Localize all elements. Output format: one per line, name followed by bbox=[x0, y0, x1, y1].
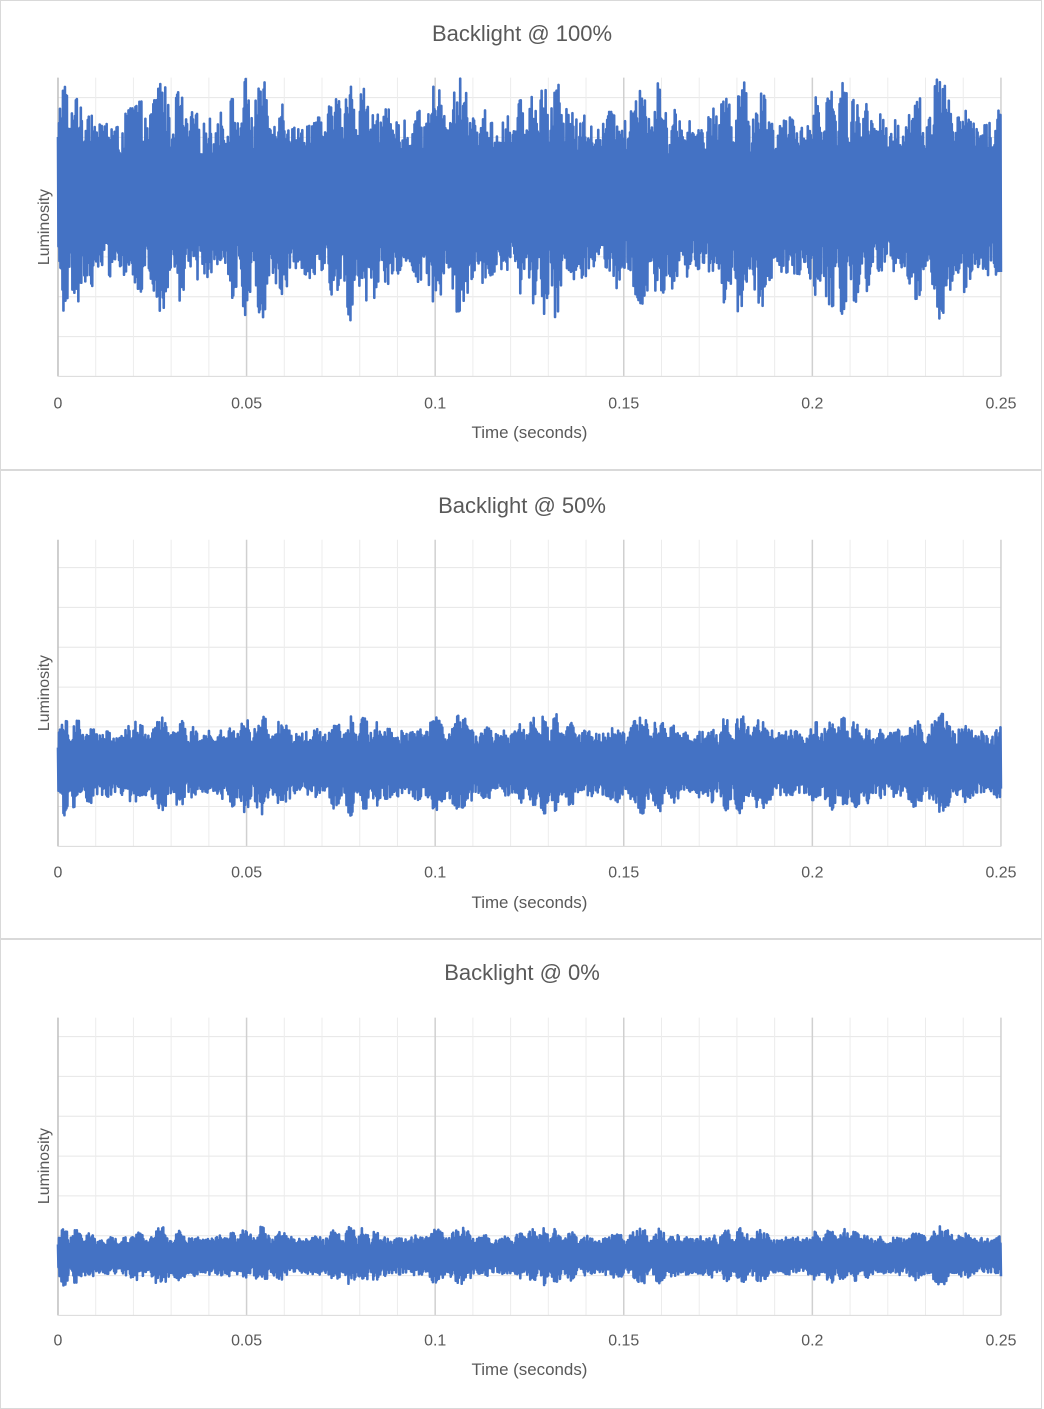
chart-title: Backlight @ 0% bbox=[444, 960, 600, 985]
x-tick-label: 0.1 bbox=[424, 864, 446, 881]
x-tick-label: 0.15 bbox=[608, 395, 639, 412]
x-tick-label: 0.25 bbox=[985, 395, 1016, 412]
x-tick-label: 0.15 bbox=[608, 864, 639, 881]
x-tick-label: 0 bbox=[54, 1332, 63, 1349]
chart-panel-backlight-50: 0 0.05 0.1 0.15 0.2 0.25 Time (seconds) Luminos… bbox=[0, 470, 1042, 939]
x-tick-label: 0.2 bbox=[801, 1332, 823, 1349]
series-core-band bbox=[57, 153, 1001, 242]
x-tick-label: 0.2 bbox=[801, 395, 823, 412]
y-axis-label: Luminosity bbox=[36, 655, 53, 731]
x-tick-label: 0.05 bbox=[231, 1332, 262, 1349]
chart-panel-backlight-0: 0 0.05 0.1 0.15 0.2 0.25 Time (seconds) Luminos… bbox=[0, 939, 1042, 1409]
x-tick-label: 0.1 bbox=[424, 1332, 446, 1349]
x-tick-label: 0.2 bbox=[801, 864, 823, 881]
chart-plot-backlight-0: 0 0.05 0.1 0.15 0.2 0.25 Time (seconds) Luminos… bbox=[36, 1017, 1017, 1379]
y-axis-label: Luminosity bbox=[36, 189, 53, 265]
x-tick-label: 0.25 bbox=[985, 864, 1016, 881]
chart-title: Backlight @ 100% bbox=[431, 21, 613, 46]
chart-plot-backlight-50: 0 0.05 0.1 0.15 0.2 0.25 Time (seconds) Luminos… bbox=[36, 539, 1017, 912]
x-axis-label: Time (seconds) bbox=[472, 893, 588, 912]
chart-plot-backlight-100: 0 0.05 0.1 0.15 0.2 0.25 Time (seconds) Luminos… bbox=[36, 77, 1017, 442]
chart-panel-backlight-100: 0 0.05 0.1 0.15 0.2 0.25 Time (seconds) Luminos… bbox=[0, 0, 1042, 470]
x-tick-label: 0.25 bbox=[985, 1332, 1016, 1349]
x-axis-label: Time (seconds) bbox=[472, 1360, 588, 1379]
y-axis-label: Luminosity bbox=[36, 1128, 53, 1204]
x-tick-label: 0.05 bbox=[231, 395, 262, 412]
x-tick-label: 0.15 bbox=[608, 1332, 639, 1349]
x-tick-label: 0 bbox=[54, 395, 63, 412]
x-tick-label: 0.1 bbox=[424, 395, 446, 412]
x-axis-label: Time (seconds) bbox=[472, 423, 588, 442]
x-tick-label: 0 bbox=[54, 864, 63, 881]
chart-title: Backlight @ 50% bbox=[438, 493, 606, 518]
series-core-band bbox=[57, 1245, 1001, 1267]
series-core-band bbox=[57, 745, 1001, 782]
x-tick-label: 0.05 bbox=[231, 864, 262, 881]
